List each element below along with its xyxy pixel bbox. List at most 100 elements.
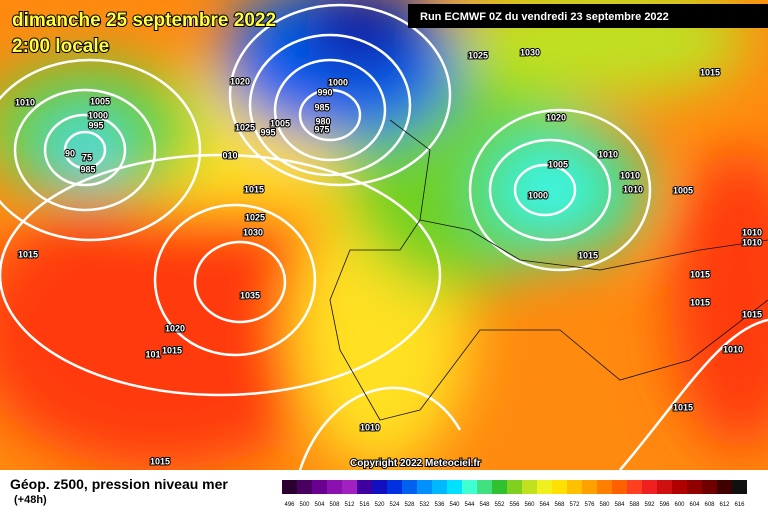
scale-cell (582, 480, 597, 494)
scale-label: 508 (329, 502, 340, 508)
isobar-label: 1010 (623, 184, 643, 194)
scale-label: 608 (704, 502, 715, 508)
scale-label: 528 (404, 502, 415, 508)
scale-cell (507, 480, 522, 494)
isobar-label: 1015 (690, 269, 710, 279)
isobar-label: 1025 (235, 122, 255, 132)
isobars (0, 3, 768, 471)
scale-cell (357, 480, 372, 494)
scale-label: 568 (554, 502, 565, 508)
scale-cell (342, 480, 357, 494)
scale-label: 592 (644, 502, 655, 508)
date: dimanche 25 septembre 2022 (12, 10, 276, 31)
scale-cell (402, 480, 417, 494)
scale-label: 512 (344, 502, 355, 508)
scale-label: 604 (689, 502, 700, 508)
legend-title: Géop. z500, pression niveau mer (10, 476, 228, 492)
scale-label: 500 (299, 502, 310, 508)
isobar-label: 1000 (88, 110, 108, 120)
scale-cell (642, 480, 657, 494)
isobar-label: 1015 (18, 249, 38, 259)
scale-cell (372, 480, 387, 494)
scale-cell (477, 480, 492, 494)
isobar-label: 1020 (165, 323, 185, 333)
scale-label: 536 (434, 502, 445, 508)
isobar-label: 1005 (673, 185, 693, 195)
isobar-label: 1015 (700, 67, 720, 77)
isobar-label: 1030 (520, 47, 540, 57)
scale-cell (612, 480, 627, 494)
scale-label: 516 (359, 502, 370, 508)
isobar-label: 1005 (90, 96, 110, 106)
isobar-label: 1010 (360, 422, 380, 432)
isobar-label: 75 (82, 152, 92, 162)
scale-label: 616 (734, 502, 745, 508)
scale-cell (672, 480, 687, 494)
scale-label: 612 (719, 502, 730, 508)
isobar-label: 980 (315, 116, 330, 126)
scale-label: 552 (494, 502, 505, 508)
scale-cell (687, 480, 702, 494)
scale-cell (657, 480, 672, 494)
color-scale: 496 500 504 508 512 516 520 524 528 532 536 540 544 5… (282, 480, 747, 508)
isobar-label: 1010 (598, 149, 618, 159)
scale-cell (432, 480, 447, 494)
scale-label: 524 (389, 502, 400, 508)
isobar-label: 1015 (742, 309, 762, 319)
time: 2:00 locale (12, 36, 109, 57)
isobar-label: 101 (145, 349, 160, 359)
scale-label: 504 (314, 502, 325, 508)
run-banner (408, 4, 768, 28)
scale-label: 560 (524, 502, 535, 508)
isobar-label: 995 (260, 127, 275, 137)
scale-cell (417, 480, 432, 494)
scale-label: 584 (614, 502, 625, 508)
scale-cell (447, 480, 462, 494)
scale-cell (627, 480, 642, 494)
scale-label: 588 (629, 502, 640, 508)
scale-label: 520 (374, 502, 385, 508)
isobar-label: 995 (88, 120, 103, 130)
scale-cell (567, 480, 582, 494)
coastlines (329, 119, 768, 421)
scale-cell (732, 480, 747, 494)
scale-label: 572 (569, 502, 580, 508)
scale-cell (327, 480, 342, 494)
isobar-label: 1010 (620, 170, 640, 180)
isobar-label: 1005 (270, 118, 290, 128)
isobar-label: 010 (222, 150, 237, 160)
isobar-label: 1000 (328, 77, 348, 87)
isobar-label: 1035 (240, 290, 260, 300)
scale-label: 544 (464, 502, 475, 508)
scale-cell (717, 480, 732, 494)
run-text: Run ECMWF 0Z du vendredi 23 septembre 20… (420, 11, 669, 23)
isobar-label: 985 (80, 164, 95, 174)
scale-cell (462, 480, 477, 494)
scale-label: 496 (284, 502, 295, 508)
scale-label: 548 (479, 502, 490, 508)
isobar-label: 1020 (230, 76, 250, 86)
scale-label: 600 (674, 502, 685, 508)
scale-cell (297, 480, 312, 494)
field (0, 0, 768, 470)
isobar-label: 1015 (690, 297, 710, 307)
scale-label: 580 (599, 502, 610, 508)
isobar-label: 975 (314, 124, 329, 134)
isobar-label: 1025 (245, 212, 265, 222)
isobar-label: 1010 (723, 344, 743, 354)
scale-cell (552, 480, 567, 494)
scale-cell (387, 480, 402, 494)
isobar-label: 1025 (468, 50, 488, 60)
isobar-label: 1010 (15, 97, 35, 107)
isobar-label: 1015 (244, 184, 264, 194)
scale-label: 556 (509, 502, 520, 508)
scale-cell (492, 480, 507, 494)
isobar-label: 1015 (150, 456, 170, 466)
isobar-label: 1000 (528, 190, 548, 200)
isobar-label: 1005 (548, 159, 568, 169)
isobar-label: 990 (317, 87, 332, 97)
isobar-label: 1010 (742, 227, 762, 237)
